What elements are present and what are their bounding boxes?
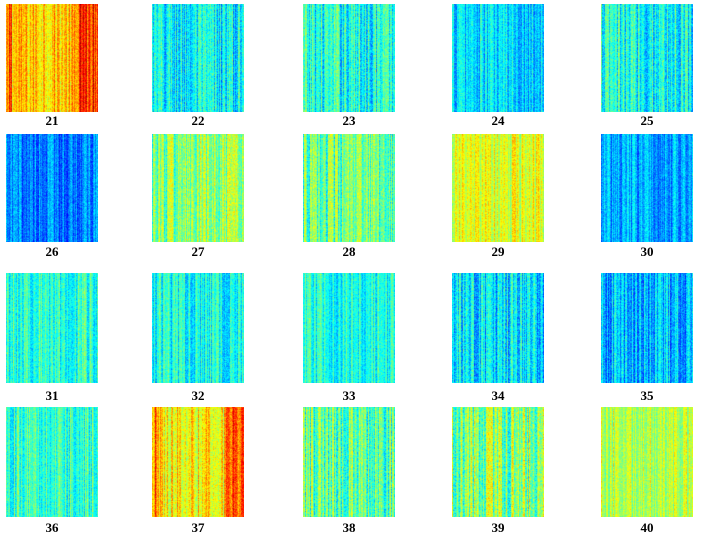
heatmap-image: [601, 273, 693, 383]
heatmap-image: [152, 407, 244, 517]
panel-label: 26: [45, 244, 59, 259]
heatmap-image: [6, 273, 98, 383]
heatmap-image: [6, 134, 98, 242]
heatmap-image: [6, 4, 98, 112]
heatmap-image: [152, 4, 244, 112]
panel-label: 38: [342, 520, 356, 535]
heatmap-image: [152, 134, 244, 242]
heatmap-image: [303, 407, 395, 517]
panel-label: 28: [342, 244, 356, 259]
panel-label: 37: [191, 520, 205, 535]
heatmap-image: [601, 134, 693, 242]
panel-label: 39: [491, 520, 505, 535]
heatmap-image: [152, 273, 244, 383]
panel-label: 32: [191, 388, 205, 403]
heatmap-image: [303, 4, 395, 112]
heatmap-image: [452, 407, 544, 517]
heatmap-image: [601, 4, 693, 112]
panel-label: 30: [640, 244, 654, 259]
panel-label: 23: [342, 113, 356, 128]
heatmap-image: [303, 273, 395, 383]
panel-label: 40: [640, 520, 654, 535]
heatmap-image: [452, 273, 544, 383]
panel-label: 24: [491, 113, 505, 128]
panel-label: 22: [191, 113, 205, 128]
panel-label: 25: [640, 113, 654, 128]
heatmap-image: [452, 134, 544, 242]
heatmap-image: [452, 4, 544, 112]
heatmap-image: [6, 407, 98, 517]
panel-label: 31: [45, 388, 59, 403]
panel-label: 29: [491, 244, 505, 259]
heatmap-image: [303, 134, 395, 242]
panel-label: 34: [491, 388, 505, 403]
panel-label: 21: [45, 113, 59, 128]
panel-label: 33: [342, 388, 356, 403]
panel-label: 36: [45, 520, 59, 535]
panel-label: 35: [640, 388, 654, 403]
panel-label: 27: [191, 244, 205, 259]
heatmap-image: [601, 407, 693, 517]
